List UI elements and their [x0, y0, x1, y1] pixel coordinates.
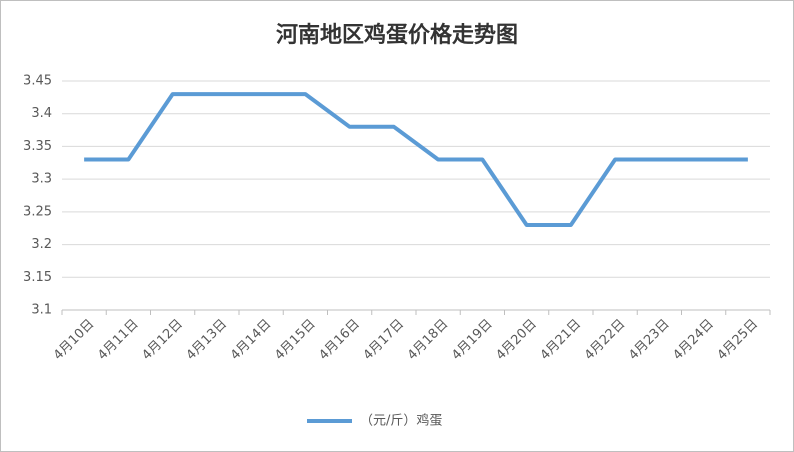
y-tick-label: 3.2 — [31, 237, 52, 252]
legend-label: （元/斤）鸡蛋 — [360, 413, 442, 429]
y-tick-label: 3.15 — [23, 270, 52, 285]
y-tick-label: 3.35 — [23, 139, 52, 154]
y-tick-label: 3.1 — [31, 303, 52, 318]
y-tick-label: 3.25 — [23, 204, 52, 219]
y-tick-label: 3.3 — [31, 172, 52, 187]
y-tick-label: 3.4 — [31, 106, 52, 121]
chart-title: 河南地区鸡蛋价格走势图 — [276, 22, 518, 48]
y-tick-label: 3.45 — [23, 74, 52, 89]
data-line — [84, 92, 748, 227]
